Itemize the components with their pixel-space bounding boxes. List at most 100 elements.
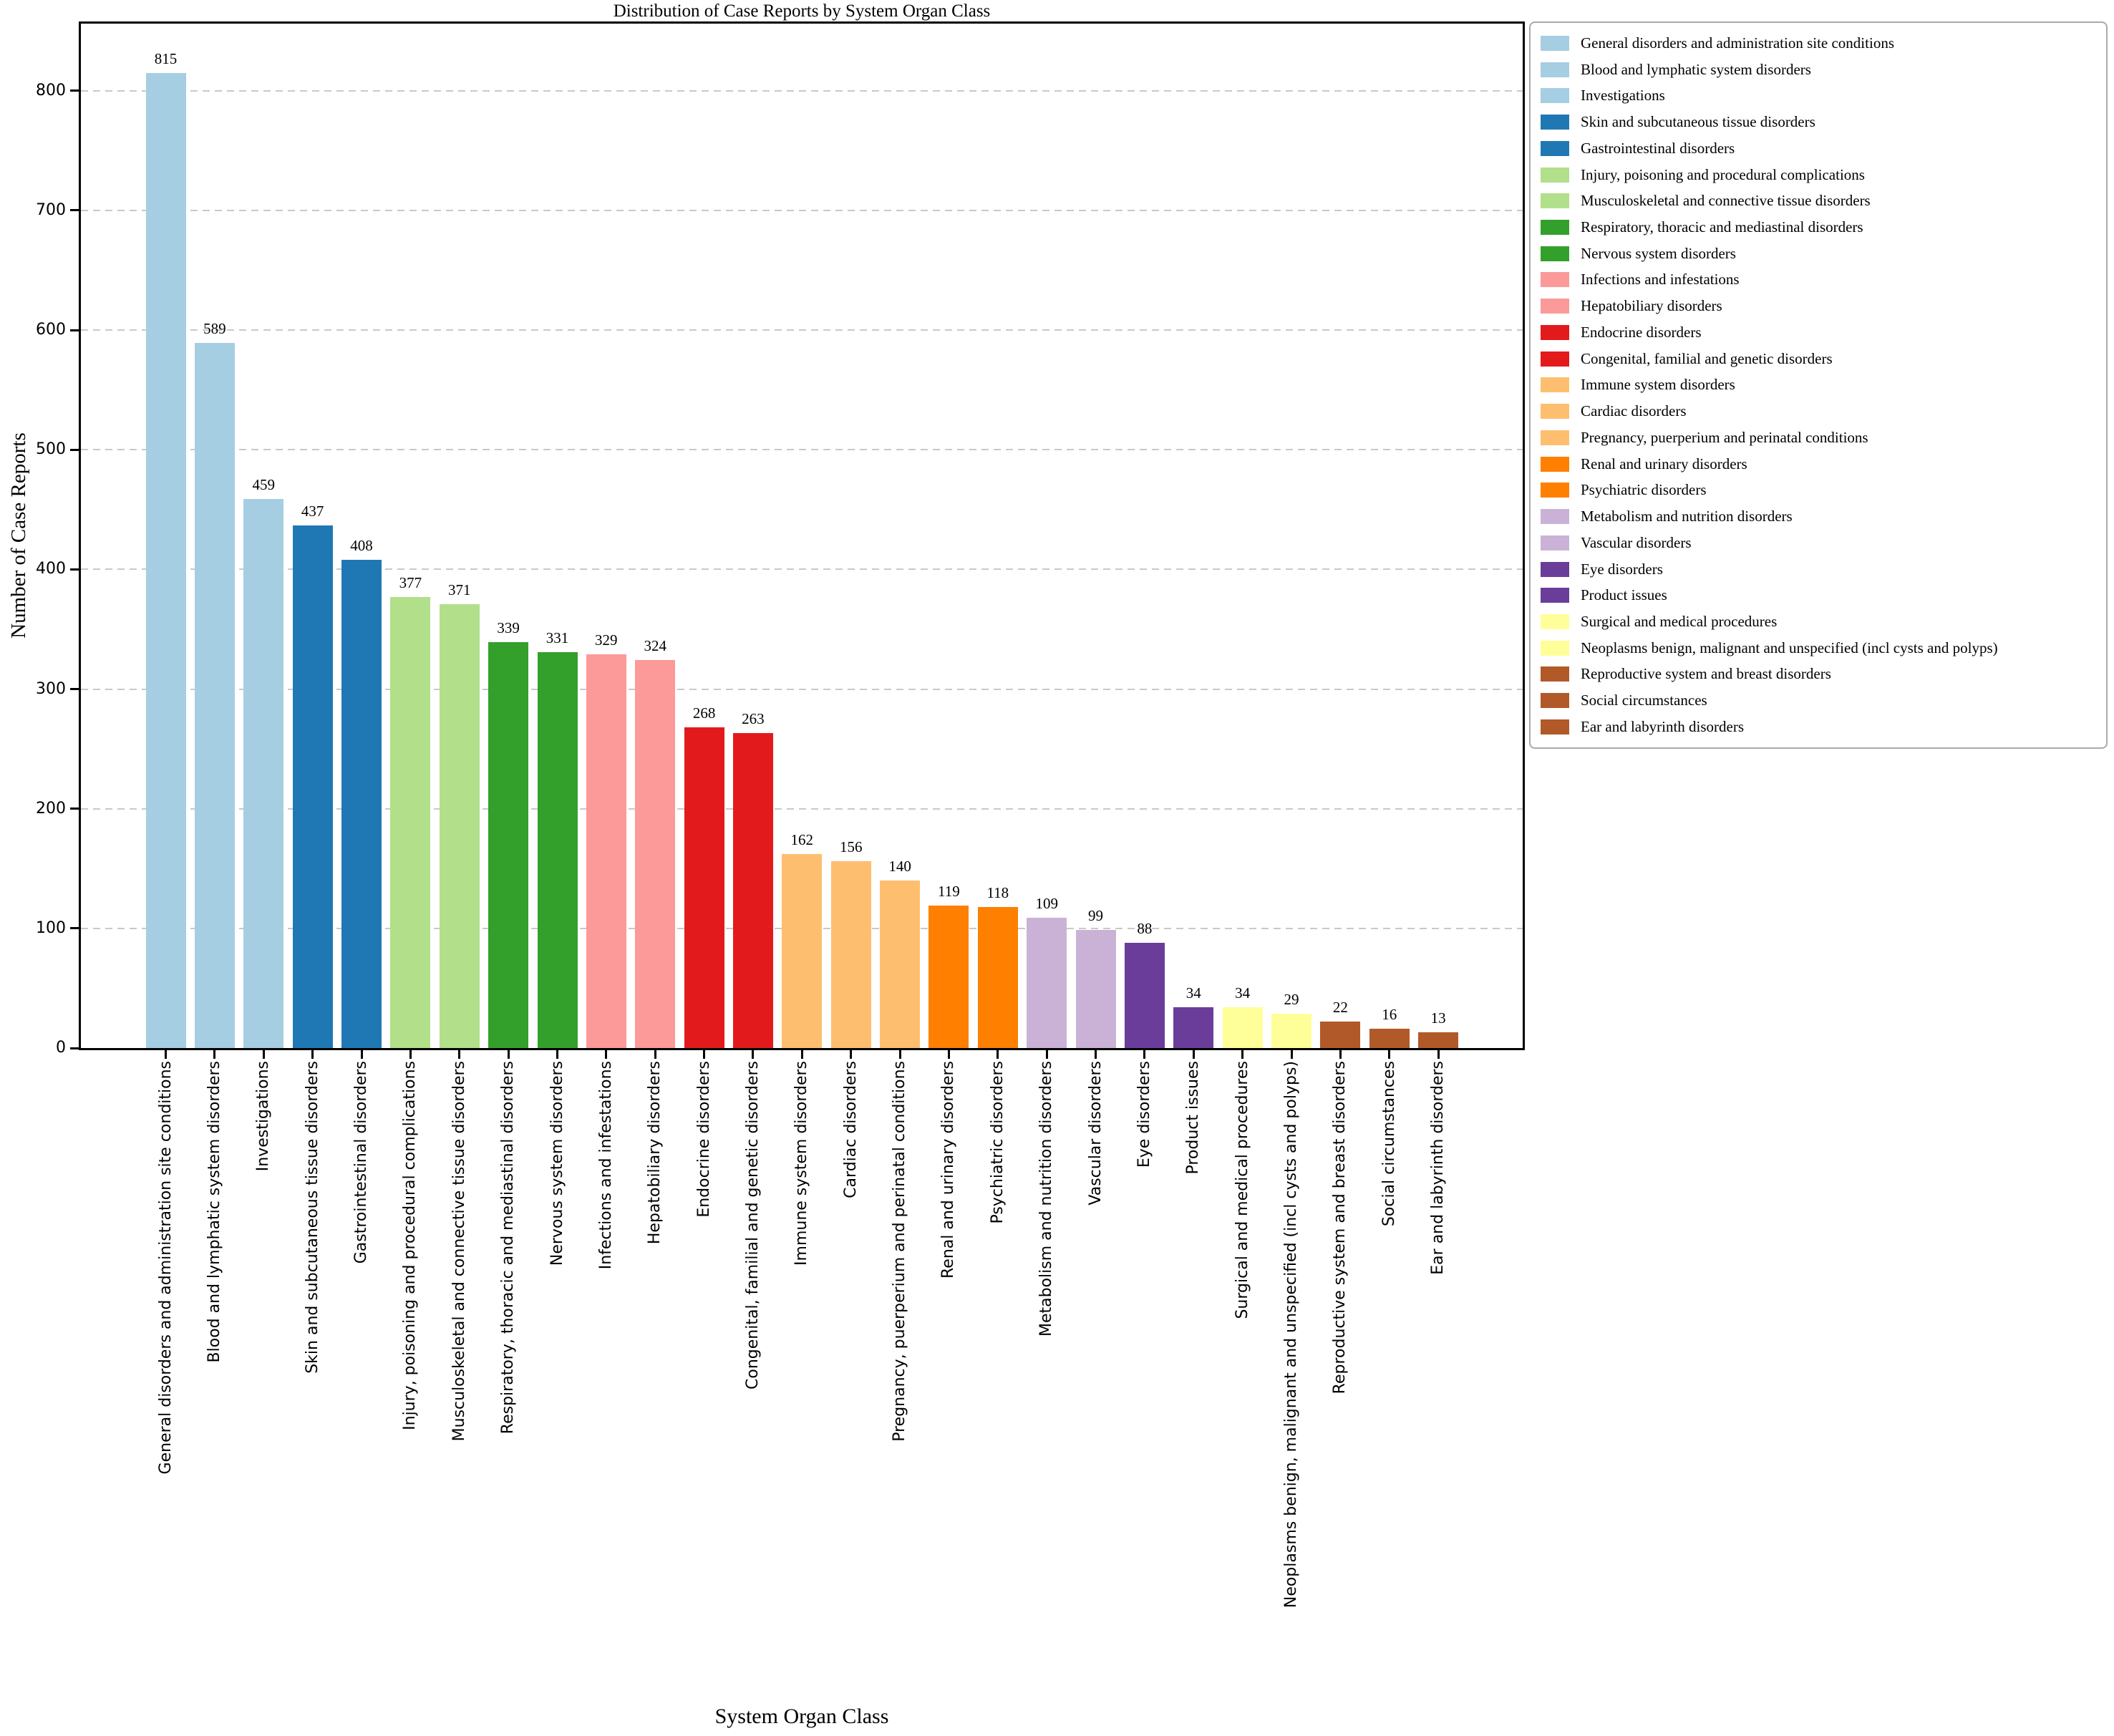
legend-label: Product issues: [1581, 586, 1667, 604]
legend-item: Injury, poisoning and procedural complic…: [1541, 162, 2096, 188]
bar-value-label: 329: [595, 631, 618, 649]
x-tick: [1339, 1050, 1342, 1059]
legend-swatch: [1541, 719, 1569, 734]
x-tick-label: Ear and labyrinth disorders: [1428, 1061, 1448, 1279]
bar-value-label: 268: [692, 704, 716, 722]
x-tick-label: Pregnancy, puerperium and perinatal cond…: [890, 1061, 910, 1445]
x-tick: [898, 1050, 901, 1059]
x-tick: [311, 1050, 314, 1059]
y-tick: [70, 209, 79, 212]
bar-value-label: 408: [350, 536, 373, 554]
legend-swatch: [1541, 351, 1569, 367]
x-tick-label-text: Injury, poisoning and procedural complic…: [401, 1061, 420, 1430]
x-tick-label-text: Psychiatric disorders: [988, 1061, 1007, 1224]
gridline: [81, 568, 1523, 571]
top-spine: [79, 21, 1525, 24]
left-spine: [79, 21, 81, 1050]
bar-value-label: 118: [986, 883, 1009, 901]
bar: [782, 854, 823, 1048]
legend-swatch: [1541, 561, 1569, 577]
y-tick: [70, 329, 79, 331]
gridline: [81, 89, 1523, 92]
gridline: [81, 808, 1523, 810]
legend-swatch: [1541, 588, 1569, 603]
legend-label: Investigations: [1581, 87, 1665, 105]
legend-label: Hepatobiliary disorders: [1581, 297, 1722, 315]
bar-value-label: 34: [1235, 984, 1251, 1002]
bar: [145, 72, 186, 1048]
bar: [439, 603, 480, 1048]
legend-swatch: [1541, 666, 1569, 682]
legend-item: Respiratory, thoracic and mediastinal di…: [1541, 215, 2096, 241]
legend-label: Respiratory, thoracic and mediastinal di…: [1581, 218, 1863, 236]
x-tick: [752, 1050, 755, 1059]
y-tick-label: 100: [36, 918, 66, 937]
legend-label: General disorders and administration sit…: [1581, 34, 1894, 52]
bar: [292, 525, 333, 1048]
x-tick-label: Blood and lymphatic system disorders: [205, 1061, 225, 1366]
y-tick-label: 700: [36, 200, 66, 219]
legend-item: Reproductive system and breast disorders: [1541, 661, 2096, 687]
x-tick: [1095, 1050, 1097, 1059]
legend-label: Endocrine disorders: [1581, 323, 1702, 341]
legend-label: Neoplasms benign, malignant and unspecif…: [1581, 639, 1998, 656]
chart-title: Distribution of Case Reports by System O…: [613, 1, 991, 21]
x-tick: [1388, 1050, 1391, 1059]
bar: [830, 861, 871, 1048]
legend-label: Skin and subcutaneous tissue disorders: [1581, 113, 1815, 131]
x-tick-label: Metabolism and nutrition disorders: [1037, 1061, 1057, 1340]
bar: [341, 559, 382, 1048]
x-tick-label-text: General disorders and administration sit…: [156, 1061, 175, 1475]
bar: [194, 343, 235, 1048]
x-tick-label-text: Skin and subcutaneous tissue disorders: [303, 1061, 321, 1374]
legend-swatch: [1541, 88, 1569, 104]
legend-swatch: [1541, 640, 1569, 656]
y-tick-label: 500: [36, 440, 66, 459]
x-tick: [1045, 1050, 1048, 1059]
x-tick-label-text: Musculoskeletal and connective tissue di…: [450, 1061, 468, 1442]
legend-swatch: [1541, 324, 1569, 340]
x-tick-label-text: Metabolism and nutrition disorders: [1037, 1061, 1056, 1337]
bar: [1418, 1032, 1459, 1048]
legend-item: Vascular disorders: [1541, 530, 2096, 556]
x-tick: [1437, 1050, 1440, 1059]
x-tick-label: Musculoskeletal and connective tissue di…: [450, 1061, 470, 1445]
bar-value-label: 339: [497, 619, 520, 637]
y-tick-label: 300: [36, 679, 66, 698]
bar-value-label: 331: [546, 629, 569, 646]
legend-swatch: [1541, 62, 1569, 77]
legend-swatch: [1541, 115, 1569, 130]
legend-swatch: [1541, 509, 1569, 525]
legend-swatch: [1541, 140, 1569, 156]
legend-swatch: [1541, 456, 1569, 472]
x-tick-label: Product issues: [1183, 1061, 1203, 1178]
x-tick-label: Respiratory, thoracic and mediastinal di…: [498, 1061, 518, 1437]
x-tick-label-text: Reproductive system and breast disorders: [1331, 1061, 1349, 1395]
bar-value-label: 437: [301, 502, 324, 520]
x-tick: [850, 1050, 853, 1059]
legend-item: Endocrine disorders: [1541, 319, 2096, 345]
x-tick-label: Vascular disorders: [1086, 1061, 1106, 1209]
bar-value-label: 22: [1332, 999, 1348, 1017]
x-tick-label-text: Gastrointestinal disorders: [352, 1061, 370, 1264]
x-tick-label: Gastrointestinal disorders: [351, 1061, 372, 1267]
bar-value-label: 263: [742, 710, 765, 728]
legend-item: Musculoskeletal and connective tissue di…: [1541, 188, 2096, 214]
x-tick: [213, 1050, 216, 1059]
x-tick: [1241, 1050, 1244, 1059]
legend-swatch: [1541, 535, 1569, 551]
bar: [635, 660, 676, 1048]
bar-value-label: 589: [203, 320, 226, 338]
x-tick-label: Psychiatric disorders: [988, 1061, 1008, 1228]
bar-value-label: 34: [1186, 984, 1201, 1002]
x-tick-label: Cardiac disorders: [841, 1061, 861, 1202]
x-tick: [703, 1050, 706, 1059]
legend-item: Investigations: [1541, 83, 2096, 109]
x-tick-label: General disorders and administration sit…: [156, 1061, 176, 1478]
x-tick-label: Endocrine disorders: [694, 1061, 714, 1221]
x-tick-label: Neoplasms benign, malignant and unspecif…: [1281, 1061, 1301, 1611]
legend-item: Hepatobiliary disorders: [1541, 294, 2096, 319]
x-tick: [654, 1050, 656, 1059]
bar-value-label: 162: [790, 831, 814, 849]
bar: [1369, 1029, 1410, 1048]
